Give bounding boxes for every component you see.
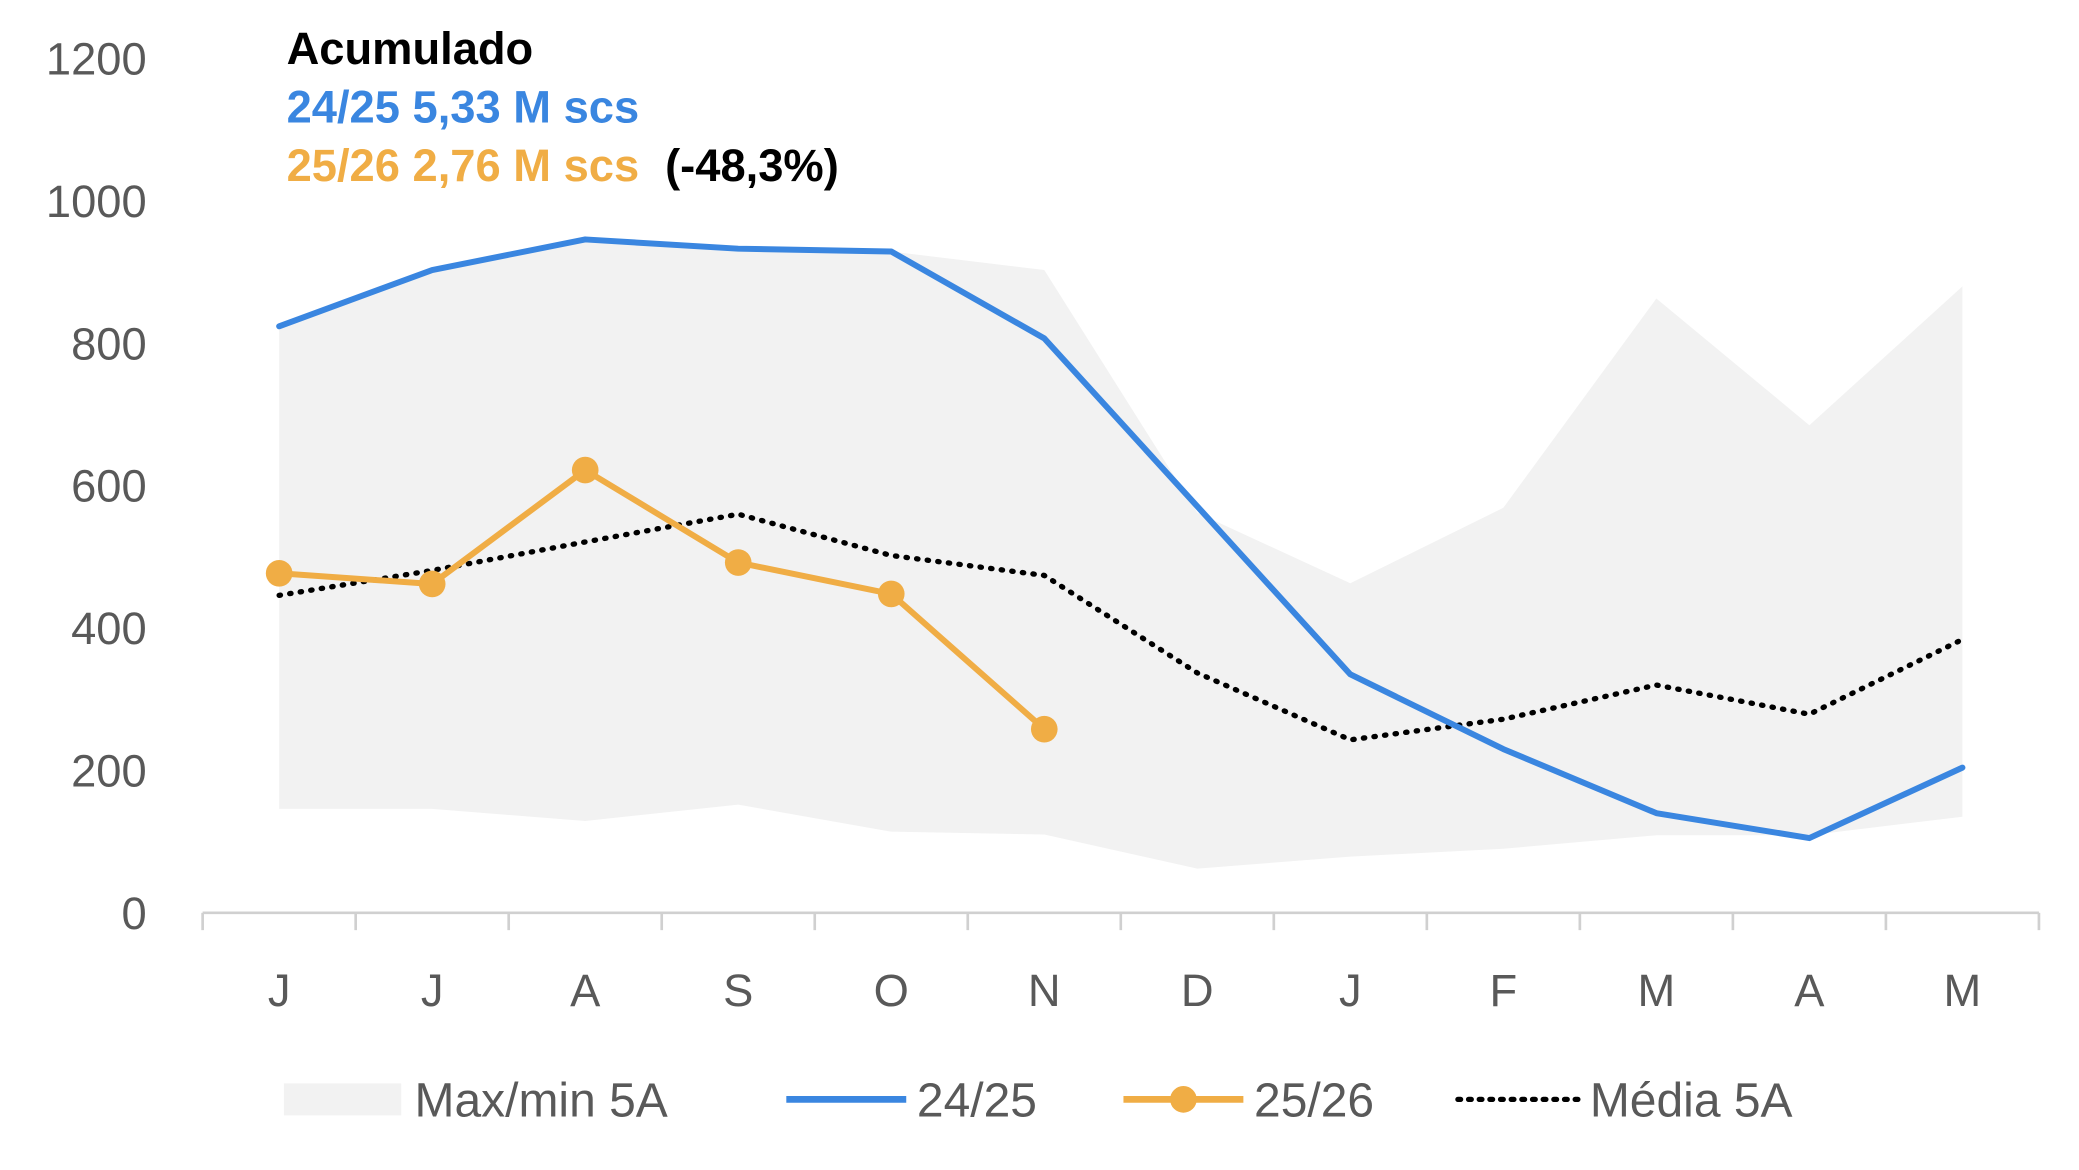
series-lines: [265, 236, 1966, 842]
y-tick-label: 0: [121, 888, 146, 939]
x-tick-label: A: [1794, 965, 1825, 1016]
series-line-25-26: [276, 467, 1048, 733]
annotation-2425: 24/25 5,33 M scs: [287, 82, 640, 133]
data-point-25-26: [571, 456, 599, 484]
data-point-25-26: [265, 559, 293, 587]
annotation-2526: 25/26 2,76 M scs (-48,3%): [287, 140, 839, 191]
x-tick-label: N: [1028, 965, 1061, 1016]
x-tick-label: J: [1339, 965, 1362, 1016]
legend-label-band: Max/min 5A: [415, 1075, 668, 1128]
data-point-25-26: [724, 549, 752, 576]
x-tick-label: J: [268, 965, 291, 1016]
y-axis: 0 200 400 600 800 1000 1200: [46, 34, 147, 939]
legend-label-2425: 24/25: [917, 1075, 1037, 1128]
chart-title: Acumulado: [287, 23, 534, 74]
legend: Max/min 5A 24/25 25/26 Média 5A: [283, 1075, 1793, 1128]
y-tick-label: 1200: [46, 34, 147, 85]
x-tick-label: J: [421, 965, 444, 1016]
legend-marker-2526: [1170, 1086, 1197, 1113]
data-point-25-26: [418, 570, 446, 598]
legend-label-media: Média 5A: [1590, 1075, 1793, 1128]
x-tick-label: M: [1638, 965, 1676, 1016]
y-tick-label: 400: [71, 603, 147, 654]
y-tick-label: 600: [71, 461, 147, 512]
annotation-2526-value: 25/26 2,76 M scs: [287, 140, 640, 191]
series-line-24-25: [276, 236, 1966, 842]
annotation-change: (-48,3%): [665, 140, 839, 191]
x-tick-label: D: [1181, 965, 1214, 1016]
y-tick-label: 200: [71, 745, 147, 796]
x-tick-label: M: [1944, 965, 1982, 1016]
y-tick-label: 800: [71, 318, 147, 369]
data-point-25-26: [1030, 715, 1058, 743]
y-tick-label: 1000: [46, 176, 147, 227]
x-tick-label: A: [570, 965, 601, 1016]
legend-label-2526: 25/26: [1254, 1075, 1374, 1128]
x-tick-label: S: [723, 965, 753, 1016]
x-tick-label: F: [1490, 965, 1518, 1016]
x-tick-label: O: [874, 965, 909, 1016]
legend-swatch-band: [283, 1083, 402, 1116]
data-point-25-26: [877, 580, 905, 608]
